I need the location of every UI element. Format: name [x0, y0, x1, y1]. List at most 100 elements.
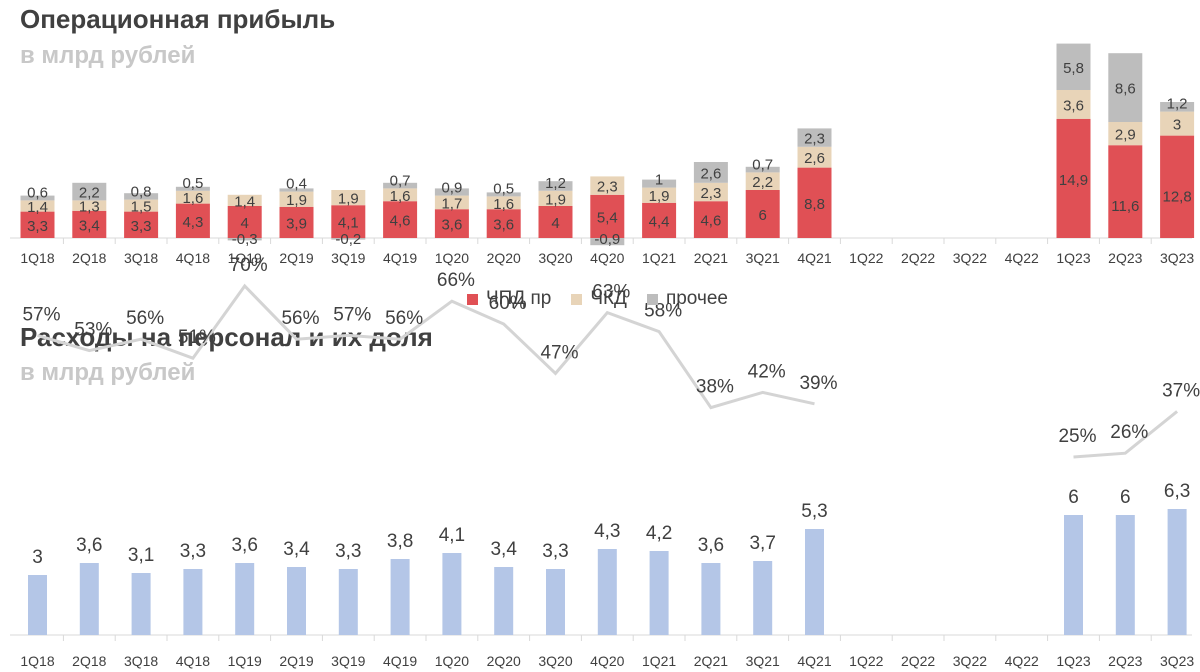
legend-label-chkd: ЧКД [590, 288, 627, 309]
data-label-share: 57% [22, 304, 60, 325]
bottom-x-tick-label: 2Q22 [901, 653, 935, 669]
bar-staff [805, 529, 824, 635]
data-label-staff: 4,2 [646, 523, 672, 544]
data-label-staff: 4,3 [594, 521, 620, 542]
data-label-other: 0,7 [752, 156, 773, 173]
data-label-staff: 6 [1068, 487, 1079, 508]
data-label-staff: 5,3 [801, 501, 827, 522]
bar-staff [183, 569, 203, 635]
bar-other [486, 192, 521, 197]
data-label-chkd: 2,3 [700, 185, 721, 202]
legend-item-chkd: ЧКД [571, 288, 627, 310]
data-label-chkd: 1,5 [131, 199, 152, 216]
bottom-x-tick-label: 1Q19 [228, 653, 262, 669]
top-x-tick-label: 1Q21 [642, 250, 676, 266]
data-label-chpd: 8,8 [804, 196, 825, 213]
bottom-chart-subtitle: в млрд рублей [20, 359, 196, 386]
data-label-chkd: 3,6 [1063, 97, 1084, 114]
data-label-chpd: 4,3 [182, 214, 203, 231]
bar-other [434, 188, 469, 196]
bar-chkd [124, 199, 159, 212]
data-label-other: 2,6 [700, 165, 721, 182]
bottom-x-tick-label: 1Q21 [642, 653, 676, 669]
bar-chpd [590, 194, 625, 238]
bar-chpd [1056, 118, 1091, 238]
bottom-x-tick-label: 2Q18 [72, 653, 106, 669]
bar-staff [494, 567, 514, 635]
top-chart-subtitle: в млрд рублей [20, 42, 196, 69]
data-label-other: 1 [655, 172, 663, 189]
bar-chpd [331, 205, 366, 238]
data-label-chpd: 3,3 [27, 218, 48, 235]
top-x-tick-label: 1Q22 [849, 250, 883, 266]
top-x-tick-label: 4Q21 [797, 250, 831, 266]
bar-chpd [486, 209, 521, 238]
top-x-tick-label: 3Q18 [124, 250, 158, 266]
bar-chpd [383, 201, 418, 238]
data-label-staff: 3,4 [490, 539, 517, 560]
top-x-tick-label: 3Q21 [746, 250, 780, 266]
data-label-chpd: 4 [551, 215, 559, 232]
bar-chpd [72, 210, 107, 238]
data-label-chpd: 4,1 [338, 215, 359, 232]
data-label-other: 1,2 [1167, 96, 1188, 113]
bottom-x-tick-label: 3Q22 [953, 653, 987, 669]
top-chart-legend: ЧПД пр ЧКД прочее [467, 288, 728, 310]
legend-swatch-chkd [571, 293, 583, 305]
bottom-x-tick-label: 3Q20 [538, 653, 572, 669]
data-label-other: 0,7 [390, 172, 411, 189]
bar-chkd [1160, 111, 1195, 136]
bar-staff [701, 563, 721, 635]
bar-staff [338, 569, 358, 635]
bar-staff [131, 573, 151, 635]
bar-other [227, 238, 262, 241]
bar-other [1056, 43, 1091, 90]
data-label-share: 70% [230, 255, 268, 276]
bar-chpd [1160, 135, 1195, 238]
data-label-share: 58% [644, 301, 682, 322]
bar-other [1160, 102, 1195, 112]
data-label-other: 5,8 [1063, 60, 1084, 77]
bar-chpd [434, 209, 469, 238]
top-x-tick-label: 3Q23 [1160, 250, 1194, 266]
bar-other [693, 162, 728, 183]
data-label-chkd: 2,3 [597, 179, 618, 196]
data-label-staff: 6 [1120, 487, 1131, 508]
data-label-staff: 3,8 [387, 531, 413, 552]
data-label-staff: 3 [32, 547, 43, 568]
bar-chkd [486, 196, 521, 210]
legend-item-other: прочее [646, 288, 728, 310]
legend-swatch-other [646, 293, 658, 305]
bar-chpd [642, 202, 677, 238]
data-label-chpd: 3,3 [131, 218, 152, 235]
bottom-x-tick-label: 4Q22 [1005, 653, 1039, 669]
data-label-chkd: 2,6 [804, 150, 825, 167]
bottom-x-tick-label: 1Q23 [1056, 653, 1090, 669]
bar-chpd [279, 206, 314, 238]
bar-other [383, 182, 418, 189]
data-label-chkd: 1,3 [79, 199, 100, 216]
bar-other [331, 238, 366, 240]
data-label-chpd: 4,6 [390, 213, 411, 230]
bar-staff [597, 549, 617, 635]
bottom-x-tick-label: 4Q21 [797, 653, 831, 669]
bar-other [175, 186, 210, 191]
data-label-chkd: 1,4 [234, 193, 255, 210]
legend-label-other: прочее [665, 288, 728, 309]
bottom-x-tick-label: 4Q19 [383, 653, 417, 669]
bar-other [590, 238, 625, 246]
data-label-share: 66% [437, 270, 475, 291]
bar-chkd [1056, 90, 1091, 119]
top-x-tick-label: 3Q20 [538, 250, 572, 266]
top-x-tick-label: 1Q18 [20, 250, 54, 266]
bar-other [642, 179, 677, 188]
bar-chkd [175, 190, 210, 204]
bar-staff [390, 559, 410, 635]
data-label-other: 0,9 [441, 180, 462, 197]
bar-chpd [124, 211, 159, 238]
share-line [37, 283, 815, 410]
data-label-chkd: 1,9 [286, 192, 307, 209]
bottom-x-tick-label: 4Q18 [176, 653, 210, 669]
data-label-other: 0,8 [131, 184, 152, 201]
